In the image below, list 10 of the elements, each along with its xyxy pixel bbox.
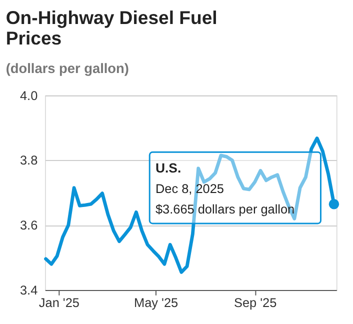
x-tick-label: Sep '25 bbox=[234, 295, 277, 310]
x-tick-label: Jan '25 bbox=[38, 295, 80, 310]
y-tick-label: 3.6 bbox=[20, 218, 38, 233]
chart-subtitle: (dollars per gallon) bbox=[6, 60, 129, 76]
series-label: U.S. bbox=[155, 160, 182, 176]
y-tick-label: 4.0 bbox=[20, 88, 38, 103]
y-tick-label: 3.4 bbox=[20, 282, 38, 298]
chart-title: On-Highway Diesel Fuel Prices bbox=[6, 7, 218, 49]
x-tick-label: May '25 bbox=[134, 295, 178, 310]
y-tick-label: 3.8 bbox=[20, 152, 38, 168]
